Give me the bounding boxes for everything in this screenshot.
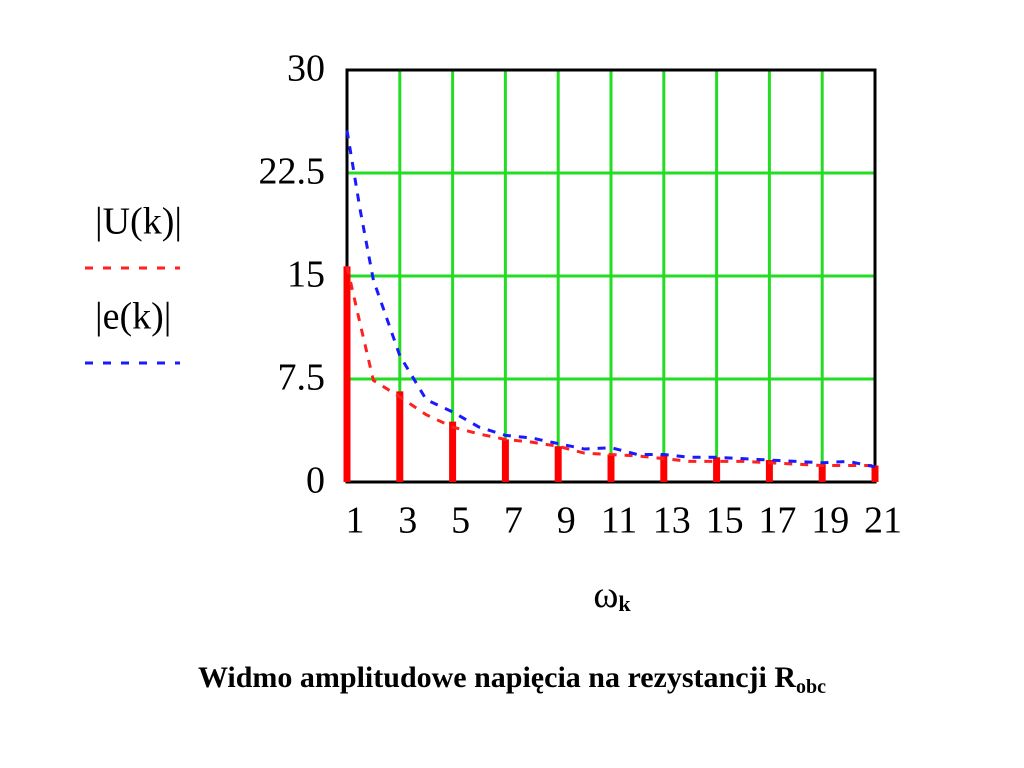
x-tick-label: 9 [557, 500, 576, 542]
x-tick-label: 21 [864, 500, 902, 542]
y-tick-label: 15 [287, 254, 325, 296]
y-tick-label: 30 [287, 48, 325, 90]
legend-label: |U(k)| [95, 201, 182, 243]
x-tick-label: 3 [398, 500, 417, 542]
x-tick-label: 5 [451, 500, 470, 542]
y-tick-label: 7.5 [278, 357, 326, 399]
x-tick-label: 15 [706, 500, 744, 542]
x-tick-label: 17 [758, 500, 796, 542]
x-tick-label: 7 [504, 500, 523, 542]
x-tick-label: 13 [653, 500, 691, 542]
x-tick-label: 19 [811, 500, 849, 542]
legend-label: |e(k)| [95, 296, 171, 338]
y-tick-label: 22.5 [259, 151, 326, 193]
x-axis-label: ωk [593, 574, 631, 616]
series-line [345, 266, 875, 468]
x-tick-label: 11 [601, 500, 638, 542]
series-line [345, 130, 876, 469]
x-tick-label: 1 [346, 500, 365, 542]
y-tick-label: 0 [306, 460, 325, 502]
caption: Widmo amplitudowe napięcia na rezystancj… [198, 661, 826, 698]
